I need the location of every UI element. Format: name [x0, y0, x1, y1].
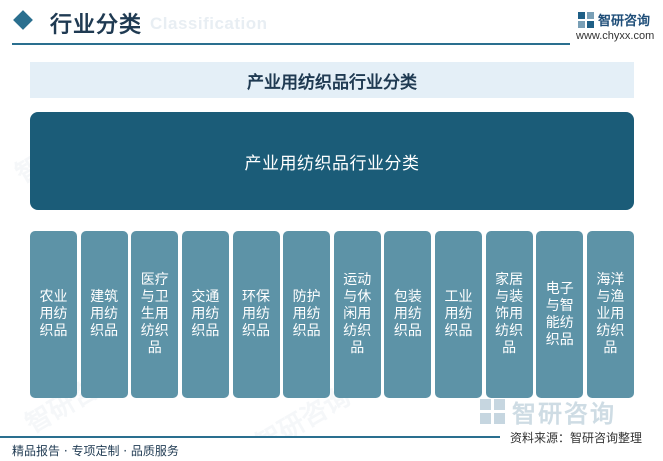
category-box: 家居与装饰用纺织品	[485, 231, 533, 398]
banner-title: 产业用纺织品行业分类	[247, 72, 417, 93]
logo-icon	[480, 398, 506, 425]
category-label: 交通用纺织品	[191, 289, 220, 339]
category-box: 包装用纺织品	[384, 231, 432, 398]
category-box: 建筑用纺织品	[80, 231, 128, 398]
root-node: 产业用纺织品行业分类	[30, 112, 634, 210]
footer-tagline: 精品报告 · 专项定制 · 品质服务	[12, 444, 179, 458]
category-label: 家居与装饰用纺织品	[495, 272, 524, 356]
brand-logo: 智研咨询	[578, 10, 650, 29]
category-box: 电子与智能纺织品	[536, 231, 584, 398]
source-note: 资料来源：智研咨询整理	[510, 431, 643, 445]
category-label: 工业用纺织品	[444, 289, 473, 339]
logo-icon	[578, 11, 594, 28]
banner: 产业用纺织品行业分类	[30, 62, 634, 98]
category-label: 医疗与卫生用纺织品	[140, 272, 169, 356]
category-label: 农业用纺织品	[39, 289, 68, 339]
category-box: 环保用纺织品	[232, 231, 280, 398]
category-box: 工业用纺织品	[435, 231, 482, 398]
category-box: 防护用纺织品	[283, 231, 331, 398]
root-node-label: 产业用纺织品行业分类	[244, 153, 420, 174]
category-label: 环保用纺织品	[242, 289, 270, 339]
category-box: 农业用纺织品	[30, 231, 77, 398]
category-label: 防护用纺织品	[292, 289, 321, 339]
header: Classification 行业分类 智研咨询 www.chyxx.com	[0, 0, 663, 48]
footer	[0, 436, 663, 461]
footer-divider	[0, 436, 500, 438]
site-url: www.chyxx.com	[576, 30, 655, 42]
category-list: 农业用纺织品 建筑用纺织品 医疗与卫生用纺织品 交通用纺织品 环保用纺织品 防护…	[30, 231, 634, 398]
header-divider	[12, 43, 570, 45]
category-label: 运动与休闲用纺织品	[343, 272, 372, 356]
logo-text: 智研咨询	[598, 14, 651, 29]
brand-watermark: 智研咨询	[480, 394, 616, 429]
diamond-icon	[13, 10, 33, 30]
category-box: 交通用纺织品	[181, 231, 229, 398]
category-label: 包装用纺织品	[393, 289, 422, 339]
title-english-watermark: Classification	[150, 14, 268, 33]
category-label: 电子与智能纺织品	[545, 280, 574, 348]
category-label: 海洋与渔业用纺织品	[596, 272, 625, 356]
category-box: 海洋与渔业用纺织品	[586, 231, 634, 398]
brand-watermark-text: 智研咨询	[512, 400, 616, 428]
category-label: 建筑用纺织品	[90, 289, 119, 339]
category-box: 运动与休闲用纺织品	[333, 231, 381, 398]
page-title: 行业分类	[50, 13, 143, 38]
category-box: 医疗与卫生用纺织品	[131, 231, 179, 398]
